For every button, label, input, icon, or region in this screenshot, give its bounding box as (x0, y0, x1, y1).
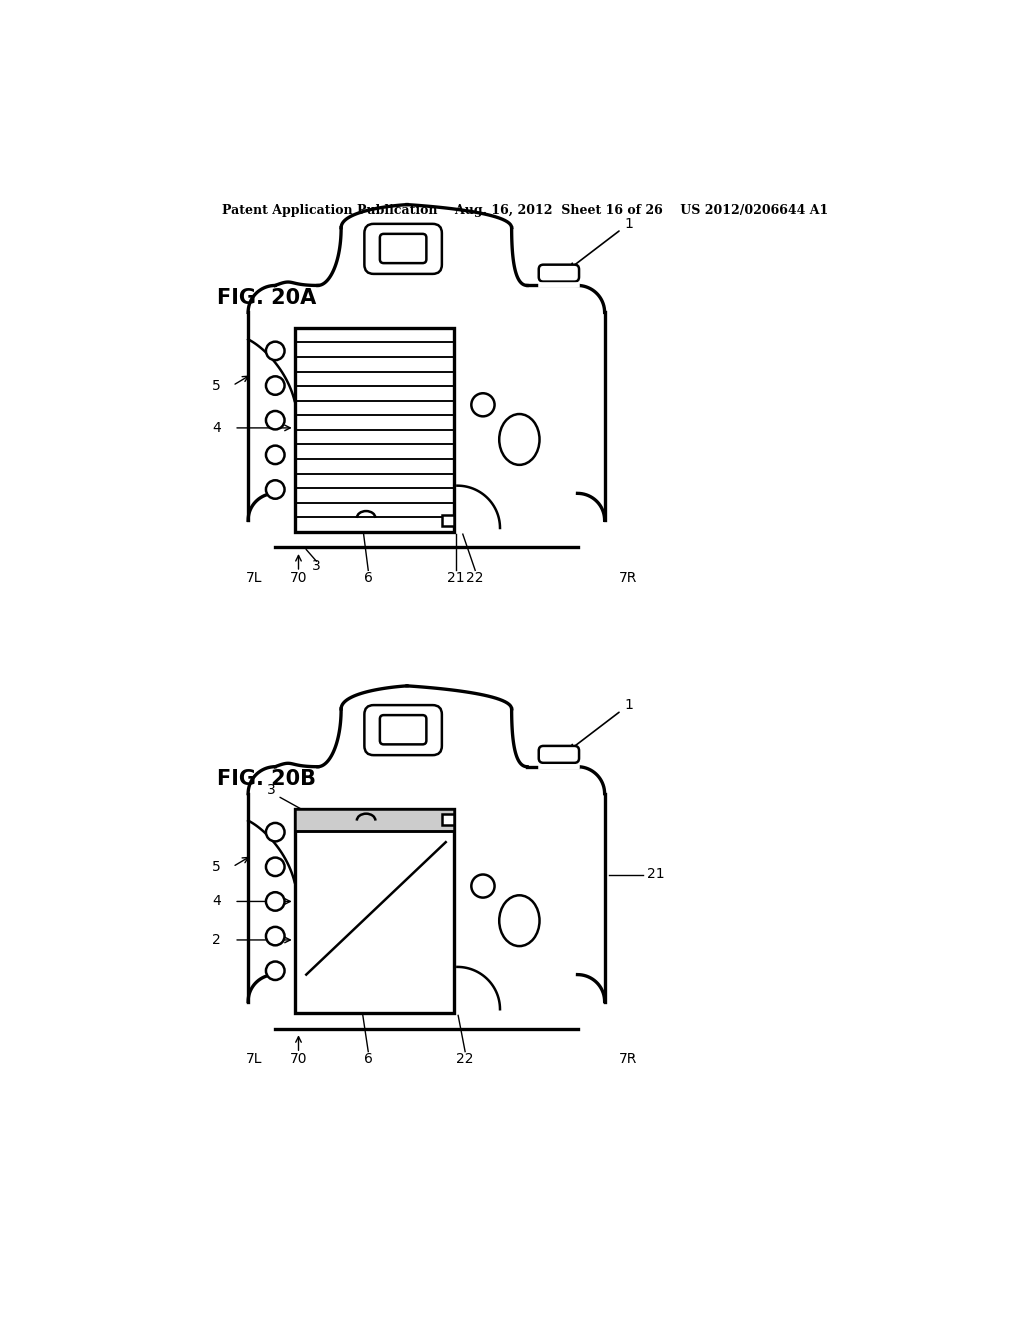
Text: 2: 2 (212, 933, 221, 946)
Bar (442, 814, 454, 825)
FancyBboxPatch shape (365, 705, 442, 755)
Text: 1: 1 (569, 216, 633, 269)
Circle shape (266, 342, 285, 360)
Text: 70: 70 (290, 1052, 307, 1067)
Text: FIG. 20A: FIG. 20A (217, 288, 316, 308)
Circle shape (266, 480, 285, 499)
Bar (295, 809, 454, 830)
Circle shape (266, 376, 285, 395)
Text: 7L: 7L (246, 1052, 262, 1067)
Circle shape (266, 892, 285, 911)
Circle shape (266, 927, 285, 945)
FancyBboxPatch shape (365, 224, 442, 275)
FancyBboxPatch shape (539, 264, 579, 281)
Text: 21: 21 (447, 572, 465, 585)
Text: 21: 21 (647, 867, 665, 882)
Text: FIG. 20B: FIG. 20B (217, 770, 316, 789)
Circle shape (266, 858, 285, 876)
Text: 3: 3 (267, 783, 275, 797)
Text: 6: 6 (364, 1052, 373, 1067)
Bar (442, 515, 454, 527)
Text: 70: 70 (290, 572, 307, 585)
Text: 3: 3 (312, 560, 321, 573)
FancyBboxPatch shape (380, 234, 426, 263)
Text: 7L: 7L (246, 572, 262, 585)
Bar (295, 327, 454, 532)
Text: 5: 5 (212, 859, 221, 874)
FancyBboxPatch shape (380, 715, 426, 744)
Circle shape (266, 446, 285, 465)
Text: 7R: 7R (618, 1052, 637, 1067)
Circle shape (266, 822, 285, 841)
Text: 5: 5 (212, 379, 221, 392)
Circle shape (266, 411, 285, 429)
Text: 6: 6 (364, 572, 373, 585)
Text: 22: 22 (457, 1052, 474, 1067)
Ellipse shape (500, 895, 540, 946)
Text: 1: 1 (569, 698, 633, 750)
Text: 22: 22 (467, 572, 484, 585)
FancyBboxPatch shape (539, 746, 579, 763)
Circle shape (266, 961, 285, 979)
Bar (295, 809, 454, 1014)
Text: Patent Application Publication    Aug. 16, 2012  Sheet 16 of 26    US 2012/02066: Patent Application Publication Aug. 16, … (221, 205, 828, 218)
Text: 4: 4 (212, 895, 221, 908)
Circle shape (471, 874, 495, 898)
Text: 4: 4 (212, 421, 221, 434)
Text: 7R: 7R (618, 572, 637, 585)
Circle shape (471, 393, 495, 416)
Ellipse shape (500, 414, 540, 465)
